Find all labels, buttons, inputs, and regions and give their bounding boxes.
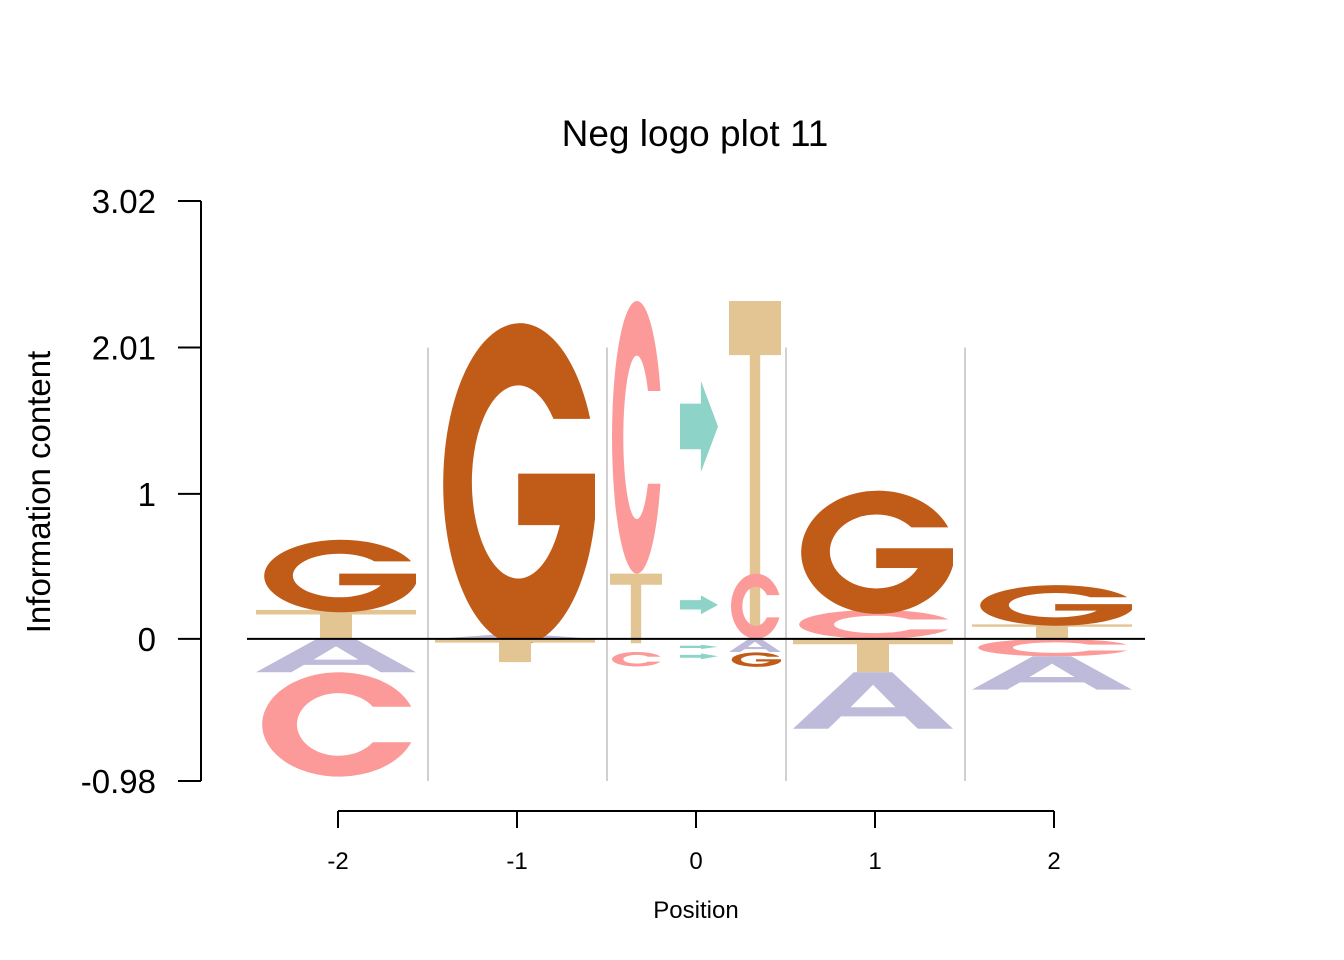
logo-letter-t xyxy=(793,638,953,673)
logo-letter-a xyxy=(256,638,416,673)
logo-marks xyxy=(256,301,1132,777)
logo-letter-g xyxy=(801,490,953,614)
y-tick-label: 3.02 xyxy=(92,183,156,220)
y-tick-label: 1 xyxy=(138,476,156,513)
logo-letter-c xyxy=(978,638,1128,657)
logo-column-2 xyxy=(972,585,1132,690)
logo-letter-g xyxy=(443,323,595,646)
logo-letter-t xyxy=(435,638,595,663)
y-axis-label: Information content xyxy=(20,351,57,634)
x-tick-label: 1 xyxy=(868,848,881,875)
y-tick-label: 0 xyxy=(138,621,156,658)
logo-letter-a xyxy=(793,672,953,729)
logo-letter-a xyxy=(972,656,1132,690)
logo-column-0 xyxy=(610,301,781,667)
x-tick-label: -1 xyxy=(506,848,527,875)
logo-letter-t xyxy=(729,301,781,639)
logo-letter-a xyxy=(435,634,595,639)
logo-letter-t xyxy=(256,609,416,639)
y-tick-label: -0.98 xyxy=(81,763,156,800)
logo-letter-g xyxy=(980,585,1132,626)
position-separator-lines xyxy=(427,347,966,781)
logo-letter-c xyxy=(731,573,780,639)
x-tick-label: -2 xyxy=(327,848,348,875)
logo-letter-c xyxy=(799,609,949,639)
logo-column--2 xyxy=(256,539,416,777)
chart-title: Neg logo plot 11 xyxy=(562,113,829,154)
logo-letter-g xyxy=(264,539,416,613)
x-axis-label: Position xyxy=(653,897,738,924)
logo-letter-t xyxy=(610,573,662,644)
logo-letter-t xyxy=(972,624,1132,639)
logo-letter-g xyxy=(731,652,781,667)
logo-arrow-mark xyxy=(680,380,718,473)
x-tick-label: 0 xyxy=(689,848,702,875)
logo-arrow-mark xyxy=(680,595,718,615)
x-tick-label: 2 xyxy=(1047,848,1060,875)
logo-letter-c xyxy=(612,301,661,574)
logo-letter-c xyxy=(262,672,412,777)
logo-arrow-mark xyxy=(680,653,718,660)
y-tick-label: 2.01 xyxy=(92,329,156,366)
axes: 3.02 2.01 1 0 -0.98 -2 -1 0 1 2 xyxy=(81,183,1145,875)
logo-letter-c xyxy=(612,651,661,667)
logo-column-1 xyxy=(793,490,953,729)
logo-arrow-mark xyxy=(680,644,718,650)
logo-letter-a xyxy=(729,638,781,652)
logo-column--1 xyxy=(435,323,595,663)
